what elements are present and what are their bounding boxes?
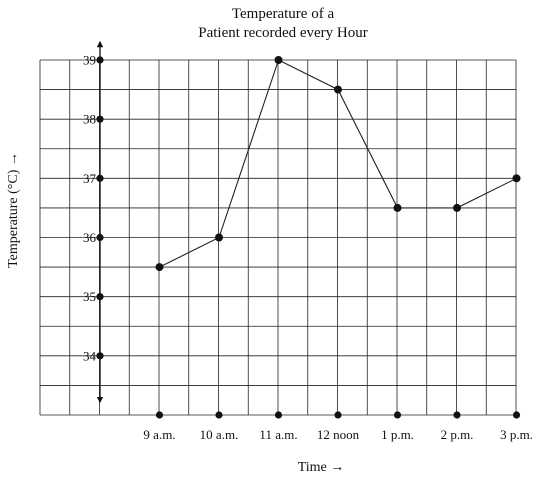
y-tick-label: 39 bbox=[83, 53, 96, 68]
y-tick-mark bbox=[96, 174, 104, 182]
x-tick-label: 10 a.m. bbox=[200, 427, 239, 442]
chart-title-line-1: Temperature of a bbox=[232, 6, 335, 22]
x-tick-mark bbox=[274, 411, 283, 419]
y-tick-label: 38 bbox=[83, 112, 96, 127]
x-tick-label: 3 p.m. bbox=[500, 427, 533, 442]
data-point bbox=[512, 174, 521, 183]
x-tick-mark bbox=[393, 411, 402, 419]
x-axis-label: Time → bbox=[298, 460, 345, 475]
y-tick-label: 37 bbox=[83, 171, 97, 186]
y-axis-label: Temperature (°C) → bbox=[6, 152, 21, 268]
y-tick-mark bbox=[96, 233, 104, 242]
data-points bbox=[155, 56, 521, 272]
x-tick-label: 1 p.m. bbox=[381, 427, 414, 442]
y-tick-label: 34 bbox=[83, 348, 97, 363]
data-point bbox=[453, 203, 461, 212]
x-tick-mark bbox=[155, 411, 164, 419]
y-tick-label: 35 bbox=[83, 289, 96, 304]
x-tick-label: 11 a.m. bbox=[259, 427, 297, 442]
x-tick-mark bbox=[453, 411, 461, 419]
x-tick-mark bbox=[334, 411, 342, 419]
data-point bbox=[155, 263, 164, 272]
x-tick-labels: 9 a.m. 10 a.m. 11 a.m. 12 noon 1 p.m. 2 p.m. 3… bbox=[143, 411, 533, 442]
y-tick-mark bbox=[96, 56, 104, 64]
x-tick-mark bbox=[512, 411, 521, 419]
y-tick-mark bbox=[96, 293, 104, 301]
y-tick-label: 36 bbox=[83, 230, 97, 245]
data-point bbox=[393, 203, 402, 212]
chart-title-line-2: Patient recorded every Hour bbox=[198, 25, 368, 41]
y-tick-labels: 34 35 36 37 38 39 bbox=[83, 53, 104, 363]
x-tick-label: 9 a.m. bbox=[143, 427, 175, 442]
grid bbox=[39, 59, 517, 416]
data-point bbox=[334, 85, 342, 94]
data-point bbox=[215, 233, 223, 242]
x-tick-label: 12 noon bbox=[317, 427, 360, 442]
data-point bbox=[274, 56, 283, 64]
x-tick-label: 2 p.m. bbox=[441, 427, 474, 442]
x-tick-mark bbox=[215, 411, 223, 419]
y-tick-mark bbox=[96, 352, 104, 360]
y-tick-mark bbox=[96, 115, 104, 123]
